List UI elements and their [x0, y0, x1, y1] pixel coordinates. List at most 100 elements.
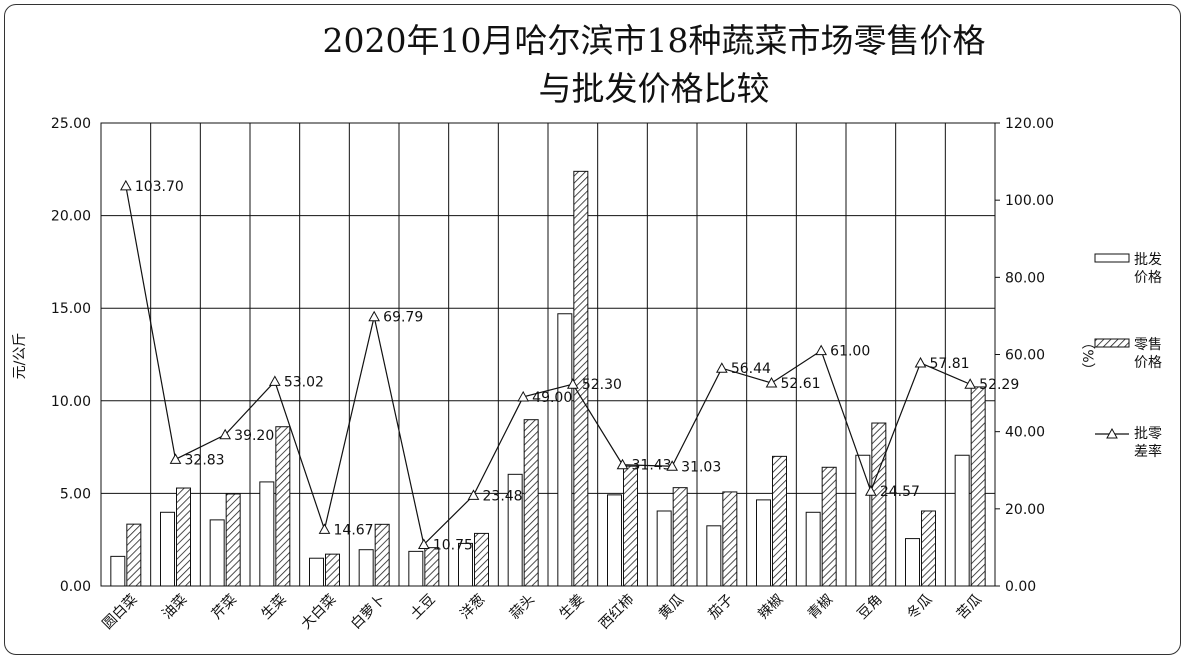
- chart-title-line-1: 2020年10月哈尔滨市18种蔬菜市场零售价格: [323, 21, 986, 60]
- line-marker: [268, 375, 281, 386]
- data-label-markup-rate: 24.57: [880, 484, 920, 500]
- bar-retail: [374, 523, 390, 587]
- data-label-markup-rate: 23.48: [483, 488, 523, 504]
- x-tick-label: 土豆: [408, 592, 439, 623]
- y-tick-right: 0.00: [1005, 579, 1036, 595]
- line-marker: [219, 428, 232, 440]
- legend-swatch-retail: [1094, 338, 1130, 348]
- bar-retail: [424, 547, 440, 587]
- y-tick-right: 60.00: [1005, 348, 1045, 364]
- data-label-markup-rate: 57.81: [930, 356, 970, 372]
- plot-area: 0.00 5.00 10.00 15.00 20.00 25.00 0.00 20.00 40.…: [12, 116, 1095, 633]
- bar-wholesale: [905, 538, 920, 587]
- bar-retail: [523, 419, 539, 587]
- x-tick-label: 大白菜: [298, 592, 339, 633]
- data-label-markup-rate: 10.75: [433, 538, 473, 554]
- bar-retail: [921, 510, 936, 587]
- y-tick-left: 0.00: [60, 579, 91, 595]
- bar-retail: [672, 487, 688, 587]
- y-tick-right: 40.00: [1005, 425, 1045, 441]
- data-label-markup-rate: 52.30: [582, 377, 622, 393]
- bar-retail: [970, 386, 986, 587]
- bar-wholesale: [160, 511, 175, 587]
- x-tick-label: 芹菜: [209, 592, 240, 623]
- bar-wholesale: [110, 555, 126, 587]
- line-marker: [616, 458, 629, 470]
- y-tick-right: 100.00: [1005, 193, 1054, 209]
- legend-label-markup-2: 差率: [1134, 443, 1162, 460]
- legend-label-wholesale-1: 批发: [1134, 252, 1162, 268]
- bar-wholesale: [656, 510, 672, 587]
- x-tick-label: 油菜: [159, 592, 190, 623]
- y-tick-left: 25.00: [51, 116, 91, 132]
- bar-wholesale: [855, 454, 871, 587]
- bar-wholesale: [557, 313, 573, 587]
- x-tick-label: 苦瓜: [954, 592, 985, 623]
- y-tick-right: 120.00: [1005, 116, 1054, 132]
- x-tick-label: 冬瓜: [904, 592, 935, 623]
- x-tick-label: 青椒: [805, 592, 836, 623]
- legend-label-retail-1: 零售: [1134, 337, 1162, 353]
- data-label-markup-rate: 103.70: [135, 179, 184, 195]
- x-tick-label: 洋葱: [457, 592, 488, 623]
- y-tick-left: 15.00: [51, 301, 91, 317]
- x-tick-label: 豆角: [855, 592, 886, 623]
- y-axis-label-right: （%）: [1079, 335, 1095, 376]
- bar-wholesale: [507, 473, 523, 587]
- x-tick-label: 生姜: [557, 592, 588, 623]
- bar-retail: [225, 493, 241, 587]
- x-tick-label: 蒜头: [507, 592, 538, 623]
- bar-wholesale: [309, 557, 324, 587]
- bar-retail: [821, 466, 837, 587]
- line-marker: [566, 378, 579, 389]
- y-tick-right: 80.00: [1005, 270, 1045, 286]
- line-marker: [318, 523, 331, 534]
- data-label-markup-rate: 53.02: [284, 374, 324, 390]
- bar-wholesale: [259, 481, 275, 587]
- bar-retail: [573, 170, 589, 587]
- x-tick-label: 茄子: [705, 591, 737, 623]
- bar-wholesale: [358, 549, 374, 587]
- chart-title-line-2: 与批发价格比较: [539, 69, 770, 108]
- data-label-markup-rate: 31.03: [681, 459, 721, 475]
- legend-label-wholesale-2: 价格: [1134, 270, 1162, 286]
- line-marker: [467, 489, 480, 500]
- bar-retail: [126, 523, 142, 587]
- y-tick-left: 5.00: [60, 486, 91, 502]
- x-tick-label: 西红柿: [596, 591, 638, 633]
- x-tick-label: 辣椒: [755, 592, 786, 623]
- line-marker: [169, 453, 182, 464]
- data-label-markup-rate: 56.44: [731, 361, 771, 377]
- bar-wholesale: [706, 525, 722, 587]
- line-marker: [119, 179, 132, 191]
- line-marker: [864, 485, 877, 496]
- line-marker: [765, 376, 778, 388]
- bar-retail: [871, 422, 887, 587]
- data-label-markup-rate: 69.79: [383, 310, 423, 326]
- legend-swatch-wholesale: [1094, 253, 1130, 263]
- bar-retail: [623, 465, 638, 587]
- bar-wholesale: [408, 550, 424, 587]
- legend-label-markup-1: 批零: [1134, 426, 1162, 442]
- x-tick-label: 黄瓜: [655, 591, 687, 623]
- legend-label-retail-2: 价格: [1134, 355, 1162, 371]
- line-marker: [368, 310, 381, 322]
- bar-retail: [722, 491, 738, 587]
- bar-wholesale: [954, 454, 970, 587]
- x-tick-label: 圆白菜: [100, 592, 141, 633]
- x-tick-label: 白萝卜: [348, 592, 389, 633]
- y-axis-label-left: 元/公斤: [12, 333, 28, 380]
- bar-wholesale: [805, 511, 821, 587]
- y-tick-left: 20.00: [51, 209, 91, 225]
- data-label-markup-rate: 39.20: [234, 428, 274, 444]
- legend-swatch-markup-marker: [1106, 427, 1118, 439]
- line-marker: [517, 390, 530, 402]
- line-marker: [666, 460, 679, 471]
- bar-retail: [772, 455, 787, 587]
- bar-retail: [176, 487, 191, 587]
- bar-wholesale: [756, 499, 771, 587]
- bar-retail: [474, 532, 489, 587]
- bar-retail: [275, 426, 291, 587]
